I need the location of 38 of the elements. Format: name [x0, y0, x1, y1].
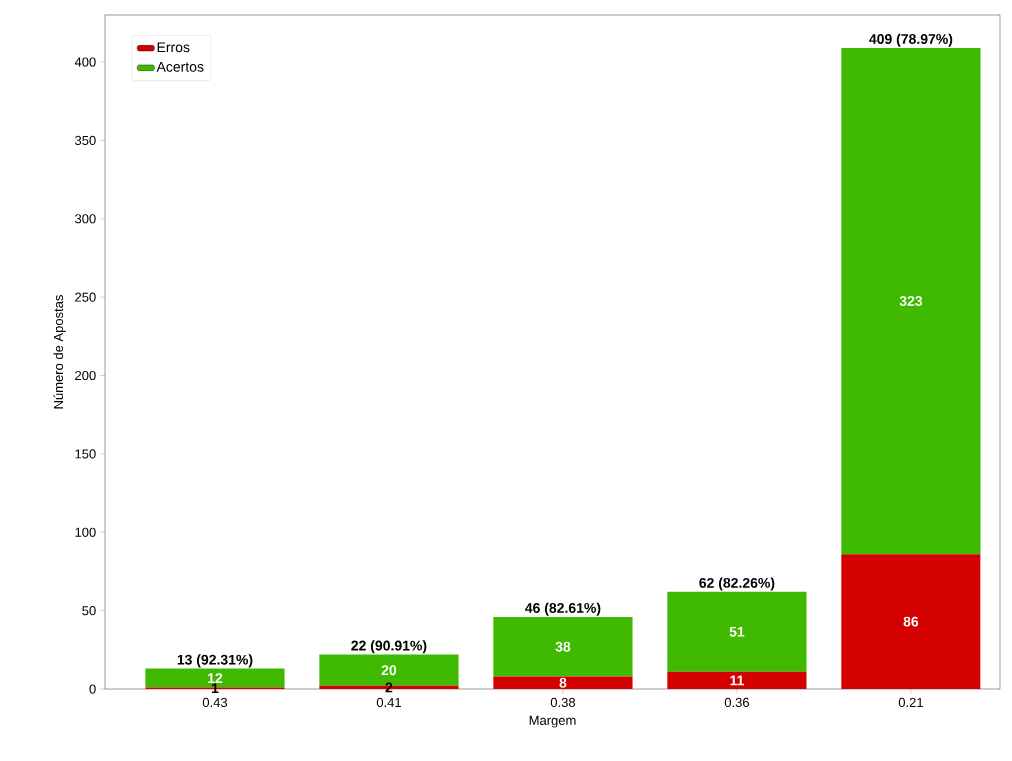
bar [667, 671, 807, 689]
x-tick-label: 0.41 [376, 697, 401, 707]
x-axis-title: Margem [529, 715, 576, 728]
total-label: 409 (78.97%) [869, 33, 953, 47]
data-label: 12 [208, 673, 223, 683]
data-label: 1 [211, 683, 219, 694]
bar [493, 616, 633, 677]
legend-label: Erros [157, 42, 190, 53]
bar [841, 47, 981, 555]
x-tick-label: 0.21 [898, 697, 923, 707]
total-label: 13 (92.31%) [177, 654, 253, 668]
y-tick-label: 100 [75, 527, 96, 537]
y-tick-label: 250 [75, 292, 96, 302]
y-tick-label: 300 [75, 214, 96, 224]
data-label: 20 [381, 665, 397, 676]
y-tick-label: 200 [75, 370, 96, 381]
total-label: 46 (82.61%) [525, 602, 601, 616]
data-label: 51 [729, 626, 745, 637]
total-label: 22 (90.91%) [351, 640, 427, 654]
y-tick-label: 0 [89, 684, 96, 694]
y-tick-label: 150 [75, 449, 96, 459]
y-tick-label: 350 [75, 135, 96, 145]
x-tick-label: 0.43 [202, 697, 228, 707]
x-tick-label: 0.36 [724, 697, 750, 707]
y-tick-label: 50 [82, 606, 96, 616]
data-label: 323 [899, 296, 923, 307]
bar [667, 591, 807, 672]
data-label: 11 [730, 675, 744, 686]
data-label: 8 [559, 677, 567, 688]
bar [493, 676, 633, 689]
total-label: 62 (82.26%) [699, 577, 775, 591]
data-label: 86 [903, 616, 919, 627]
bar [841, 554, 981, 689]
y-tick-label: 400 [74, 57, 96, 67]
data-label: 38 [555, 641, 571, 652]
legend-label: Acertos [156, 62, 204, 72]
y-axis-title: Número de Apostas [53, 295, 66, 409]
x-tick-label: 0.38 [550, 697, 576, 707]
